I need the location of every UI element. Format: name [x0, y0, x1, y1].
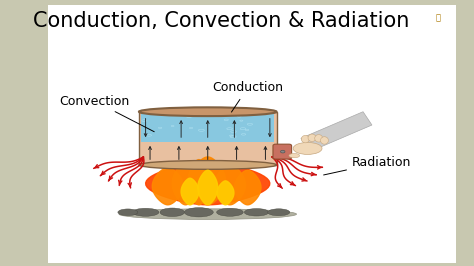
Ellipse shape	[160, 208, 184, 217]
Polygon shape	[198, 170, 218, 205]
Polygon shape	[181, 178, 199, 205]
Ellipse shape	[289, 153, 300, 158]
Ellipse shape	[184, 207, 213, 217]
Polygon shape	[188, 160, 210, 205]
Polygon shape	[152, 168, 183, 205]
Ellipse shape	[217, 208, 243, 216]
Polygon shape	[146, 162, 270, 205]
Ellipse shape	[118, 209, 138, 215]
Ellipse shape	[132, 208, 159, 216]
Bar	[141, 112, 274, 142]
Ellipse shape	[308, 134, 316, 142]
Ellipse shape	[268, 209, 290, 216]
Polygon shape	[214, 165, 246, 205]
Ellipse shape	[301, 135, 310, 143]
Ellipse shape	[139, 161, 276, 169]
FancyBboxPatch shape	[48, 5, 456, 263]
Polygon shape	[190, 157, 226, 205]
Ellipse shape	[281, 150, 285, 153]
Text: Convection: Convection	[59, 95, 154, 132]
Text: 🔊: 🔊	[436, 13, 441, 22]
Text: Radiation: Radiation	[324, 156, 411, 175]
Ellipse shape	[141, 108, 274, 115]
Ellipse shape	[315, 135, 323, 142]
Ellipse shape	[320, 137, 328, 144]
FancyBboxPatch shape	[273, 144, 292, 159]
Text: Conduction, Convection & Radiation: Conduction, Convection & Radiation	[33, 11, 409, 31]
Ellipse shape	[245, 209, 269, 216]
Text: Conduction: Conduction	[212, 81, 283, 112]
Polygon shape	[234, 170, 261, 205]
Ellipse shape	[119, 209, 297, 219]
Polygon shape	[301, 112, 372, 152]
Polygon shape	[139, 112, 276, 165]
Polygon shape	[172, 162, 199, 205]
Ellipse shape	[293, 143, 322, 154]
Polygon shape	[217, 181, 234, 205]
Ellipse shape	[139, 107, 276, 116]
